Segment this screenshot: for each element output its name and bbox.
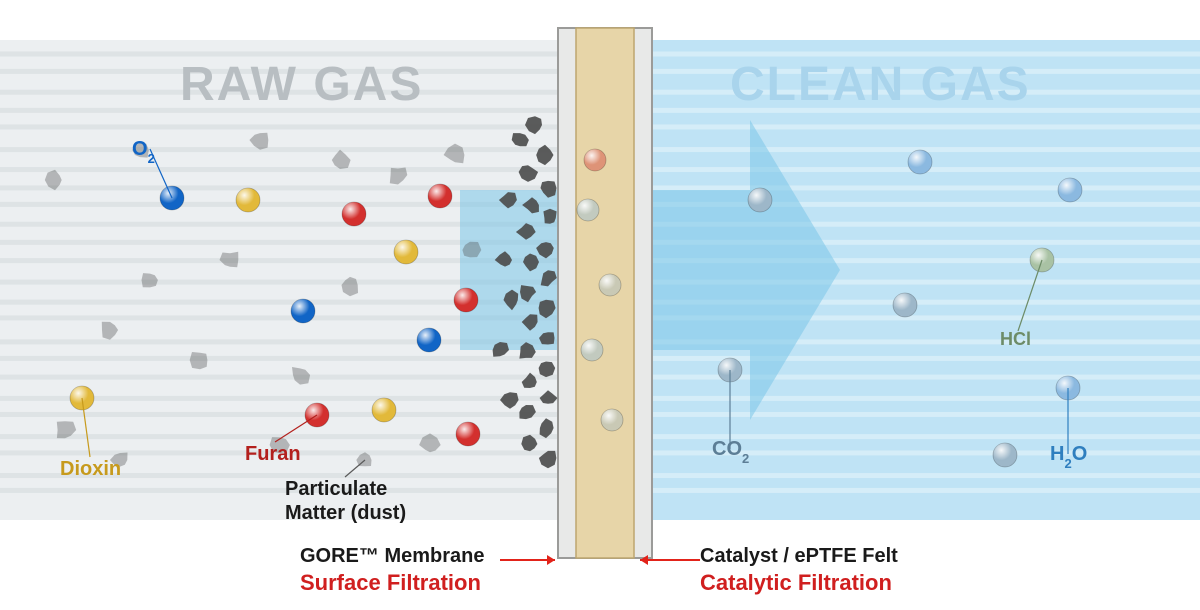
filtration-diagram: RAW GASCLEAN GASO2DioxinFuranParticulate… <box>0 0 1200 610</box>
label-gore-membrane: GORE™ Membrane <box>300 545 484 567</box>
clean-particle <box>893 293 917 317</box>
through-particle <box>581 339 603 361</box>
label-surface-filtration: Surface Filtration <box>300 570 481 595</box>
label-particulate-1: Particulate <box>285 478 387 500</box>
label-particulate-2: Matter (dust) <box>285 502 406 524</box>
label-catalyst-felt: Catalyst / ePTFE Felt <box>700 545 898 567</box>
clean-particle <box>908 150 932 174</box>
clean-particle <box>1058 178 1082 202</box>
furan-particle <box>342 202 366 226</box>
clean-gas-title: CLEAN GAS <box>730 58 1031 111</box>
through-particle <box>584 149 606 171</box>
furan-particle <box>456 422 480 446</box>
dioxin-particle <box>236 188 260 212</box>
furan-particle <box>428 184 452 208</box>
dioxin-particle <box>372 398 396 422</box>
label-hcl: HCl <box>1000 329 1031 349</box>
clean-particle <box>993 443 1017 467</box>
through-particle <box>601 409 623 431</box>
raw-gas-title: RAW GAS <box>180 58 423 111</box>
o2-particle <box>291 299 315 323</box>
through-particle <box>577 199 599 221</box>
through-particle <box>599 274 621 296</box>
furan-particle <box>454 288 478 312</box>
o2-particle <box>417 328 441 352</box>
clean-particle <box>748 188 772 212</box>
label-furan: Furan <box>245 443 301 465</box>
label-dioxin: Dioxin <box>60 458 121 480</box>
diagram-svg: RAW GASCLEAN GASO2DioxinFuranParticulate… <box>0 0 1200 610</box>
dioxin-particle <box>394 240 418 264</box>
label-catalytic-filtration: Catalytic Filtration <box>700 570 892 595</box>
